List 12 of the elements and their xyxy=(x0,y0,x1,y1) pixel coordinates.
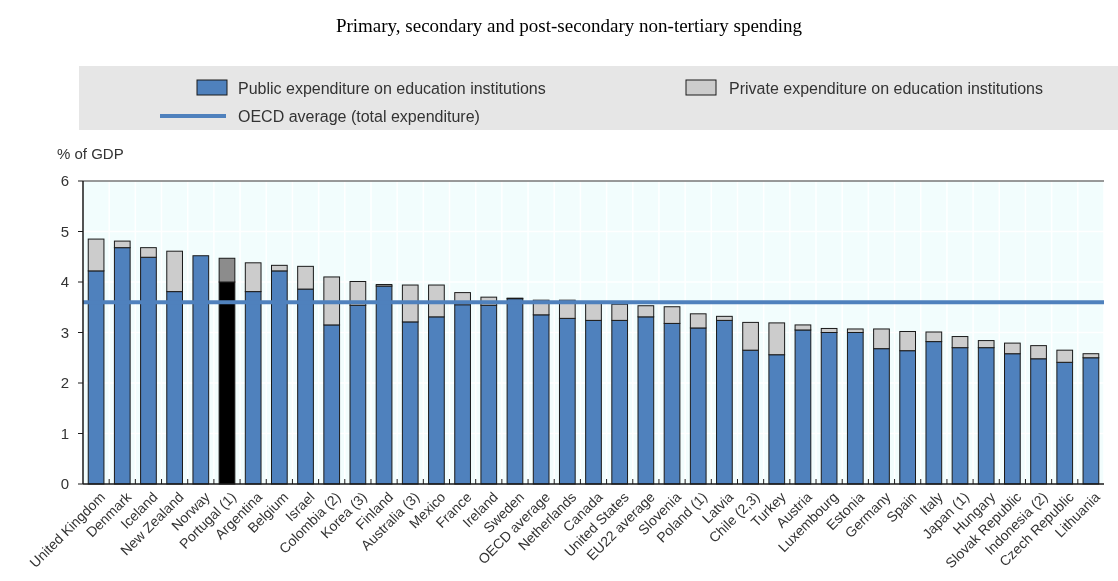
y-tick-label: 2 xyxy=(60,374,69,391)
y-tick-label: 1 xyxy=(60,424,69,442)
legend-label: OECD average (total expenditure) xyxy=(238,108,480,125)
y-tick-label: 3 xyxy=(60,323,69,341)
y-tick-label: 4 xyxy=(60,273,69,290)
y-tick-label: 0 xyxy=(60,475,69,492)
y-axis-title: % of GDP xyxy=(57,145,124,162)
legend-label: Public expenditure on education institutions xyxy=(238,80,546,97)
chart-title: Primary, secondary and post-secondary non-tertiary spending xyxy=(335,15,803,36)
y-tick-label: 6 xyxy=(60,172,69,189)
legend-label: Private expenditure on education institutions xyxy=(729,80,1043,97)
y-tick-label: 5 xyxy=(60,222,69,240)
